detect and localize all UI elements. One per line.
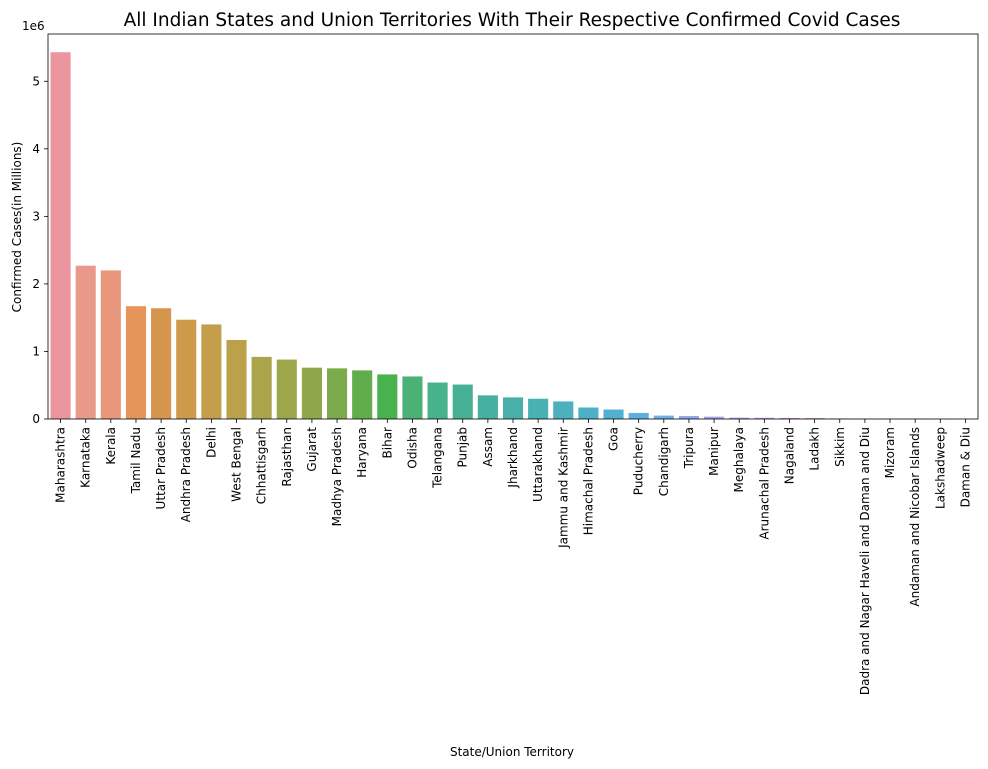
bar: [176, 319, 197, 419]
x-tick-label: Madhya Pradesh: [330, 427, 344, 526]
y-tick-label: 5: [32, 74, 40, 88]
x-tick-label: Chhattisgarh: [255, 427, 269, 504]
x-tick-label: Kerala: [104, 427, 118, 465]
y-axis-label: Confirmed Cases(in Millions): [10, 142, 24, 313]
x-tick-label: Lakshadweep: [933, 427, 947, 509]
x-tick-label: Chandigarh: [657, 427, 671, 496]
x-tick-label: Uttarakhand: [531, 427, 545, 502]
x-tick-label: West Bengal: [230, 427, 244, 502]
bar: [528, 398, 549, 419]
x-tick-label: Puducherry: [632, 427, 646, 495]
x-axis: Maharashtra Karnataka Kerala Tamil Nadu Utta…: [54, 419, 972, 695]
bar: [301, 367, 322, 419]
bar: [678, 415, 699, 419]
x-tick-label: Assam: [481, 427, 495, 467]
x-tick-label: Bihar: [380, 427, 394, 459]
x-tick-label: Dadra and Nagar Haveli and Daman and Diu: [858, 427, 872, 695]
y-tick-label: 3: [32, 209, 40, 223]
x-tick-label: Arunachal Pradesh: [757, 427, 771, 540]
bar: [327, 368, 348, 419]
y-offset-text: 1e6: [22, 19, 45, 33]
x-tick-label: Maharashtra: [54, 427, 68, 503]
x-tick-label: Rajasthan: [280, 427, 294, 487]
x-tick-label: Punjab: [456, 427, 470, 468]
x-tick-label: Andhra Pradesh: [179, 427, 193, 522]
bar: [125, 306, 147, 419]
x-tick-label: Ladakh: [808, 427, 822, 471]
bar: [502, 397, 524, 419]
bar: [100, 270, 121, 419]
y-tick-label: 4: [32, 142, 40, 156]
y-tick-label: 2: [32, 277, 40, 291]
x-tick-label: Karnataka: [79, 427, 93, 488]
bar: [50, 52, 71, 419]
bar: [779, 417, 800, 419]
bar: [452, 384, 473, 419]
chart-title: All Indian States and Union Territories …: [124, 10, 901, 31]
bar: [352, 370, 373, 419]
x-tick-label: Telangana: [431, 427, 445, 489]
bar: [427, 382, 448, 419]
x-tick-label: Haryana: [355, 427, 369, 478]
bar: [603, 409, 624, 419]
bar: [804, 418, 825, 419]
x-tick-label: Jharkhand: [506, 427, 520, 489]
bar: [553, 401, 574, 419]
x-tick-label: Uttar Pradesh: [154, 427, 168, 509]
bar: [729, 417, 750, 419]
bar: [276, 359, 297, 419]
plot-frame: [47, 33, 979, 420]
x-tick-label: Andaman and Nicobar Islands: [908, 427, 922, 607]
bar: [477, 395, 498, 419]
bar: [754, 417, 775, 419]
bar: [226, 339, 247, 419]
x-tick-label: Manipur: [707, 427, 721, 476]
bar: [628, 412, 649, 419]
y-axis: 0 1 2 3 4 5: [32, 74, 48, 426]
x-tick-label: Gujarat: [305, 427, 319, 472]
bar: [402, 376, 423, 419]
bar: [653, 415, 674, 419]
x-tick-label: Daman & Diu: [958, 427, 972, 507]
bar: [377, 374, 398, 419]
x-axis-label: State/Union Territory: [450, 745, 574, 759]
bar: [578, 407, 599, 419]
x-tick-label: Meghalaya: [732, 427, 746, 492]
bar: [75, 265, 96, 419]
bars-group: [50, 52, 976, 419]
bar: [151, 308, 172, 419]
x-tick-label: Tripura: [682, 427, 696, 469]
x-tick-label: Mizoram: [883, 427, 897, 478]
y-tick-label: 0: [32, 412, 40, 426]
x-tick-label: Odisha: [405, 427, 419, 469]
x-tick-label: Tamil Nadu: [129, 427, 143, 494]
x-tick-label: Sikkim: [833, 427, 847, 467]
x-tick-label: Himachal Pradesh: [581, 427, 595, 535]
bar: [201, 324, 222, 419]
bar: [704, 416, 725, 419]
y-tick-label: 1: [32, 344, 40, 358]
x-tick-label: Delhi: [204, 427, 218, 458]
x-tick-label: Jammu and Kashmir: [556, 427, 570, 549]
x-tick-label: Nagaland: [782, 427, 796, 484]
x-tick-label: Goa: [607, 427, 621, 451]
bar: [251, 356, 272, 419]
